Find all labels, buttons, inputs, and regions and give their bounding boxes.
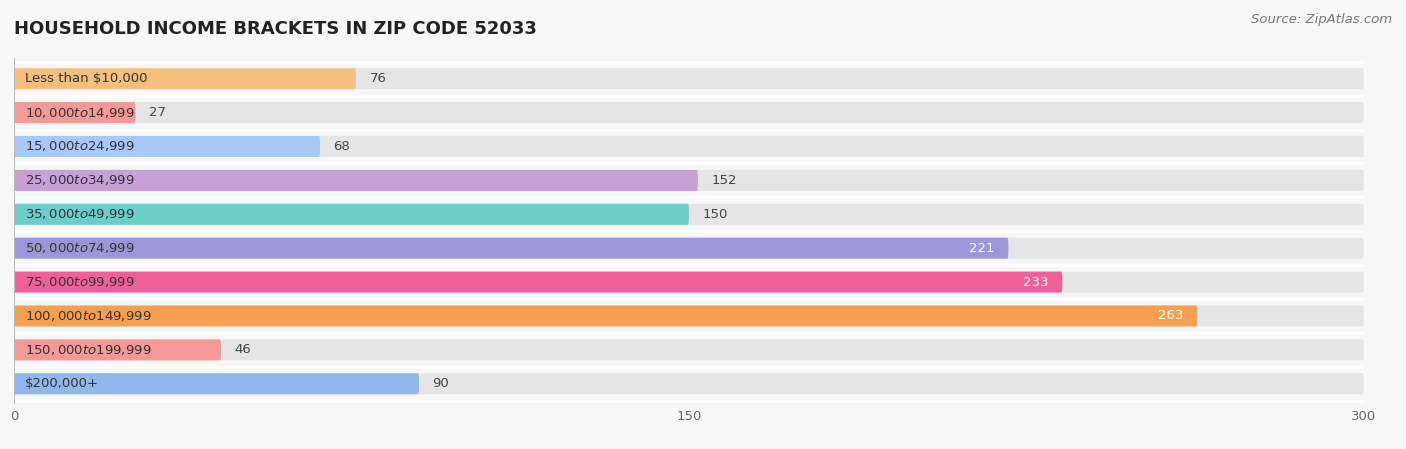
- Text: 263: 263: [1159, 309, 1184, 322]
- FancyBboxPatch shape: [14, 339, 221, 361]
- FancyBboxPatch shape: [14, 204, 689, 225]
- FancyBboxPatch shape: [14, 170, 697, 191]
- Text: 150: 150: [703, 208, 728, 221]
- Text: $75,000 to $99,999: $75,000 to $99,999: [25, 275, 135, 289]
- Text: 90: 90: [433, 377, 450, 390]
- FancyBboxPatch shape: [14, 136, 321, 157]
- FancyBboxPatch shape: [14, 373, 1364, 394]
- Text: Less than $10,000: Less than $10,000: [25, 72, 148, 85]
- Text: $150,000 to $199,999: $150,000 to $199,999: [25, 343, 152, 357]
- FancyBboxPatch shape: [14, 102, 1364, 123]
- Text: $35,000 to $49,999: $35,000 to $49,999: [25, 207, 135, 221]
- FancyBboxPatch shape: [14, 170, 1364, 191]
- FancyBboxPatch shape: [14, 102, 135, 123]
- Text: 27: 27: [149, 106, 166, 119]
- FancyBboxPatch shape: [14, 204, 1364, 225]
- Text: $25,000 to $34,999: $25,000 to $34,999: [25, 173, 135, 187]
- FancyBboxPatch shape: [14, 136, 1364, 157]
- Text: $100,000 to $149,999: $100,000 to $149,999: [25, 309, 152, 323]
- FancyBboxPatch shape: [14, 238, 1364, 259]
- Text: $200,000+: $200,000+: [25, 377, 100, 390]
- FancyBboxPatch shape: [14, 68, 356, 89]
- Text: 233: 233: [1024, 276, 1049, 289]
- Text: 221: 221: [969, 242, 995, 255]
- Text: $10,000 to $14,999: $10,000 to $14,999: [25, 106, 135, 119]
- Text: $50,000 to $74,999: $50,000 to $74,999: [25, 241, 135, 255]
- FancyBboxPatch shape: [14, 238, 1008, 259]
- FancyBboxPatch shape: [14, 373, 419, 394]
- FancyBboxPatch shape: [14, 272, 1063, 293]
- FancyBboxPatch shape: [14, 305, 1364, 326]
- Text: 46: 46: [235, 343, 252, 357]
- FancyBboxPatch shape: [14, 68, 1364, 89]
- FancyBboxPatch shape: [14, 339, 1364, 361]
- Text: HOUSEHOLD INCOME BRACKETS IN ZIP CODE 52033: HOUSEHOLD INCOME BRACKETS IN ZIP CODE 52…: [14, 20, 537, 38]
- Text: 76: 76: [370, 72, 387, 85]
- Text: 152: 152: [711, 174, 737, 187]
- Text: 68: 68: [333, 140, 350, 153]
- FancyBboxPatch shape: [14, 272, 1364, 293]
- Text: Source: ZipAtlas.com: Source: ZipAtlas.com: [1251, 13, 1392, 26]
- Text: $15,000 to $24,999: $15,000 to $24,999: [25, 140, 135, 154]
- FancyBboxPatch shape: [14, 305, 1198, 326]
